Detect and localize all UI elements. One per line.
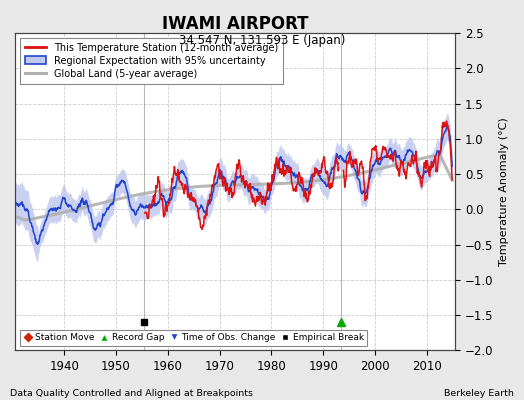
Y-axis label: Temperature Anomaly (°C): Temperature Anomaly (°C): [499, 117, 509, 266]
Text: 34.547 N, 131.593 E (Japan): 34.547 N, 131.593 E (Japan): [179, 34, 345, 47]
Text: Data Quality Controlled and Aligned at Breakpoints: Data Quality Controlled and Aligned at B…: [10, 389, 254, 398]
Title: IWAMI AIRPORT: IWAMI AIRPORT: [162, 15, 308, 33]
Legend: Station Move, Record Gap, Time of Obs. Change, Empirical Break: Station Move, Record Gap, Time of Obs. C…: [19, 330, 367, 346]
Text: Berkeley Earth: Berkeley Earth: [444, 389, 514, 398]
